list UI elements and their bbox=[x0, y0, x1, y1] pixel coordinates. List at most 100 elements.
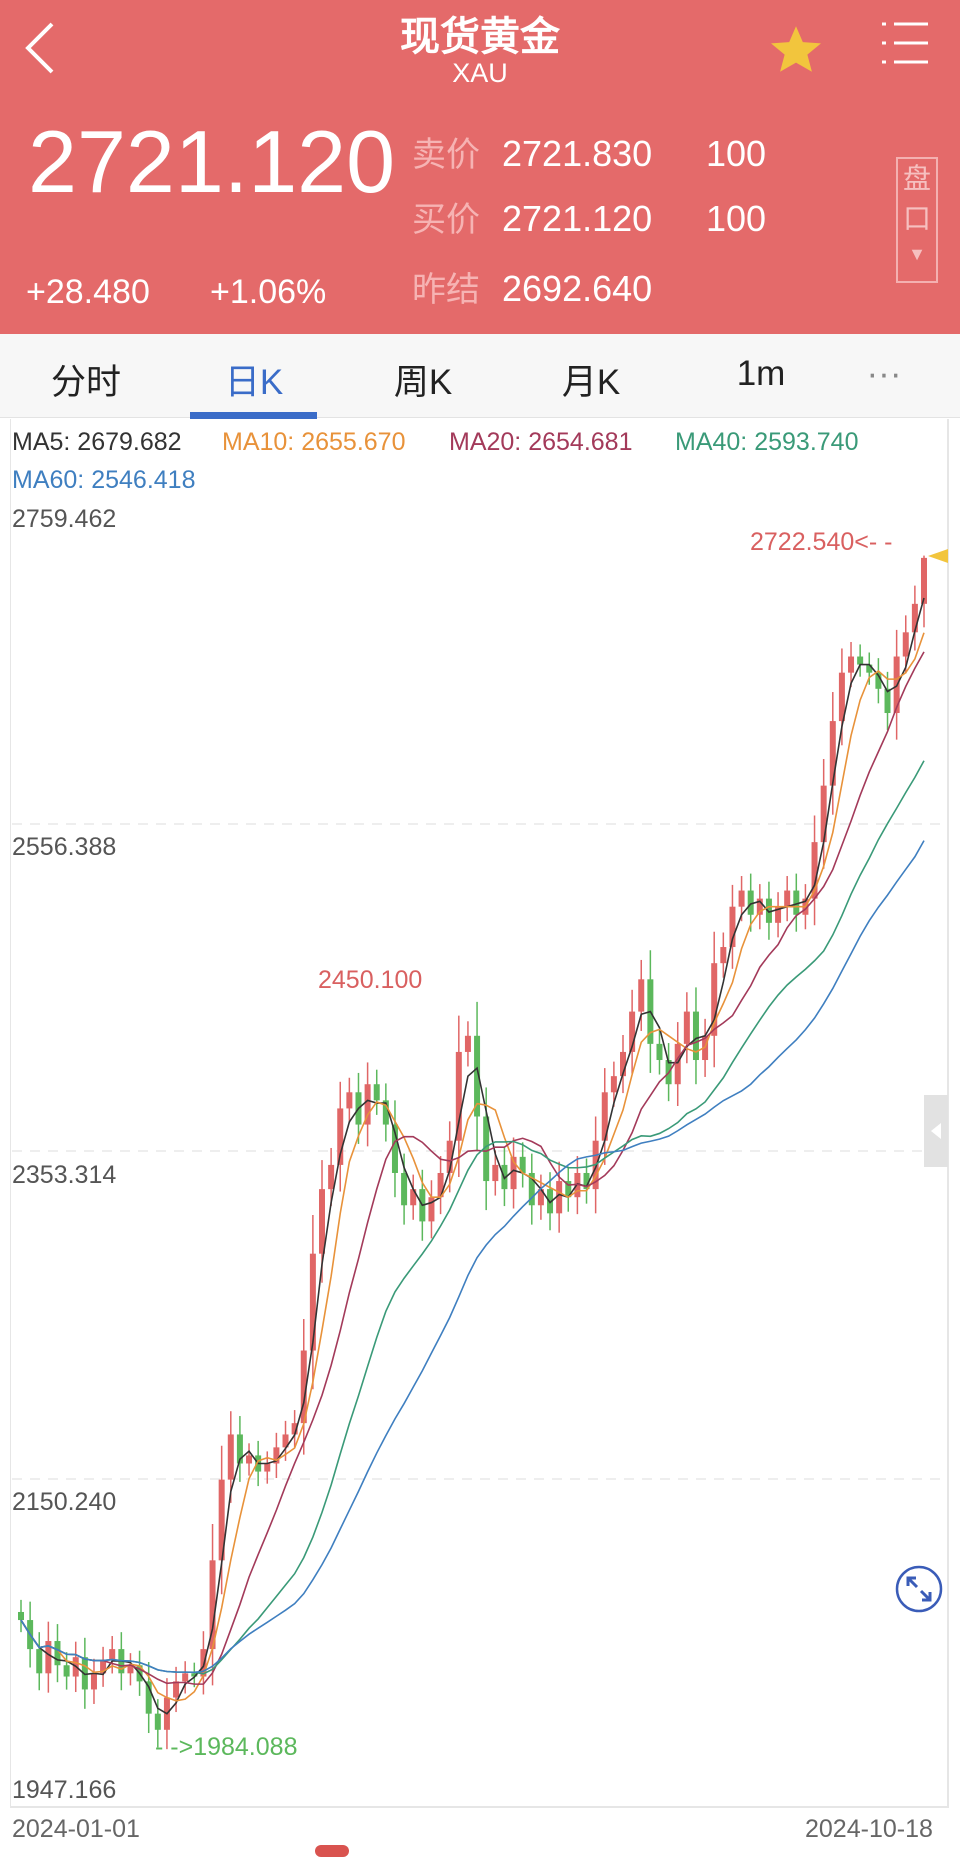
fullscreen-icon[interactable] bbox=[894, 1564, 944, 1614]
candle-body bbox=[683, 1011, 690, 1044]
ma60-legend: MA60: 2546.418 bbox=[12, 466, 196, 494]
candle-body bbox=[775, 906, 782, 923]
ma5-legend: MA5: 2679.682 bbox=[12, 428, 182, 456]
candle-body bbox=[838, 672, 845, 722]
last-price: 2721.120 bbox=[28, 112, 396, 211]
candle-body bbox=[154, 1713, 161, 1730]
candle-body bbox=[63, 1665, 70, 1677]
candle-body bbox=[18, 1611, 24, 1621]
more-tabs-button[interactable]: ··· bbox=[866, 354, 902, 393]
pankou-label-1: 盘 bbox=[902, 163, 931, 194]
bottom-indicator bbox=[315, 1845, 349, 1857]
candle-body bbox=[583, 1172, 590, 1190]
candle-body bbox=[875, 672, 882, 689]
page-title: 现货黄金 bbox=[400, 15, 560, 59]
candle-body bbox=[729, 906, 736, 948]
symbol-code: XAU bbox=[452, 58, 508, 88]
tab-weekly-k[interactable]: 周K bbox=[393, 363, 453, 402]
candle-body bbox=[54, 1641, 61, 1666]
candle-body bbox=[100, 1660, 107, 1674]
candle-body bbox=[510, 1156, 517, 1190]
candle-body bbox=[218, 1479, 225, 1561]
candle-body bbox=[273, 1447, 280, 1464]
bid-label: 买价 bbox=[412, 201, 480, 239]
high-annotation: 2450.100 bbox=[318, 966, 423, 994]
side-panel-handle[interactable] bbox=[924, 1095, 948, 1167]
candle-body bbox=[756, 898, 763, 915]
candle-body bbox=[629, 1011, 636, 1052]
min-price-label: - ->1984.088 bbox=[155, 1733, 298, 1761]
candle-body bbox=[173, 1681, 180, 1698]
candle-body bbox=[784, 890, 791, 907]
tab-1m[interactable]: 1m bbox=[736, 354, 786, 393]
price-change: +28.480 bbox=[26, 273, 150, 311]
candle-body bbox=[401, 1172, 408, 1206]
pankou-label-2: 口 bbox=[902, 203, 931, 234]
y-tick-label: 2150.240 bbox=[12, 1488, 117, 1516]
candle-body bbox=[282, 1434, 289, 1448]
ma40-legend: MA40: 2593.740 bbox=[675, 428, 859, 456]
candle-body bbox=[300, 1350, 307, 1424]
candle-body bbox=[866, 664, 873, 673]
candle-body bbox=[319, 1189, 325, 1254]
candle-body bbox=[455, 1051, 462, 1141]
candle-body bbox=[793, 890, 800, 915]
candle-body bbox=[556, 1181, 563, 1214]
quote-header: 现货黄金 XAU 2721.120 卖价 2721.830 100 买价 272… bbox=[0, 0, 960, 334]
star-icon[interactable] bbox=[768, 24, 824, 74]
menu-icon[interactable] bbox=[880, 20, 930, 66]
candle-body bbox=[127, 1665, 134, 1674]
max-price-label: 2722.540<- - bbox=[750, 528, 893, 556]
candle-body bbox=[337, 1108, 344, 1165]
candle-body bbox=[620, 1051, 626, 1077]
ask-price: 2721.830 bbox=[502, 133, 653, 174]
candle-body bbox=[765, 898, 772, 923]
candle-body bbox=[692, 1011, 699, 1061]
order-book-toggle[interactable]: 盘 口 ▼ bbox=[896, 157, 938, 283]
candle-body bbox=[565, 1181, 572, 1198]
candle-body bbox=[829, 721, 836, 786]
candle-body bbox=[373, 1084, 380, 1101]
tab-timeshare[interactable]: 分时 bbox=[50, 363, 121, 402]
y-tick-label: 2759.462 bbox=[12, 505, 117, 533]
candle-body bbox=[638, 979, 645, 1012]
candle-body bbox=[738, 890, 745, 907]
candle-body bbox=[446, 1140, 453, 1173]
candle-body bbox=[227, 1434, 234, 1480]
active-tab-indicator bbox=[190, 412, 317, 419]
candle-body bbox=[884, 688, 891, 714]
caret-down-icon: ▼ bbox=[908, 244, 926, 264]
candle-body bbox=[921, 557, 927, 604]
ma20-line bbox=[20, 651, 925, 1685]
candle-body bbox=[391, 1124, 398, 1173]
prev-settle: 2692.640 bbox=[502, 268, 653, 309]
candle-body bbox=[428, 1197, 435, 1222]
back-icon[interactable] bbox=[22, 20, 58, 76]
y-tick-label: 2556.388 bbox=[12, 833, 117, 861]
y-tick-label: 2353.314 bbox=[12, 1161, 117, 1189]
candle-body bbox=[483, 1116, 490, 1182]
candle-body bbox=[291, 1423, 298, 1435]
candle-body bbox=[601, 1092, 608, 1141]
bid-qty: 100 bbox=[706, 198, 767, 239]
tab-daily-k[interactable]: 日K bbox=[224, 363, 284, 402]
ma5-line bbox=[20, 597, 925, 1715]
candle-body bbox=[537, 1189, 544, 1206]
candle-body bbox=[492, 1164, 499, 1182]
tab-monthly-k[interactable]: 月K bbox=[561, 363, 621, 402]
candle-body bbox=[811, 842, 818, 899]
candle-body bbox=[747, 890, 754, 915]
x-start-label: 2024-01-01 bbox=[12, 1815, 140, 1843]
candle-body bbox=[610, 1076, 617, 1093]
ma60-line bbox=[20, 840, 925, 1674]
candle-body bbox=[437, 1172, 444, 1198]
candle-body bbox=[656, 1043, 663, 1061]
candle-body bbox=[902, 632, 909, 657]
chart-frame bbox=[10, 419, 949, 1808]
candle-body bbox=[464, 1035, 471, 1052]
candle-body bbox=[410, 1189, 417, 1206]
period-tabs: 分时 日K 周K 月K 1m ··· bbox=[0, 334, 960, 419]
candle-body bbox=[848, 656, 855, 673]
candle-body bbox=[264, 1463, 271, 1472]
